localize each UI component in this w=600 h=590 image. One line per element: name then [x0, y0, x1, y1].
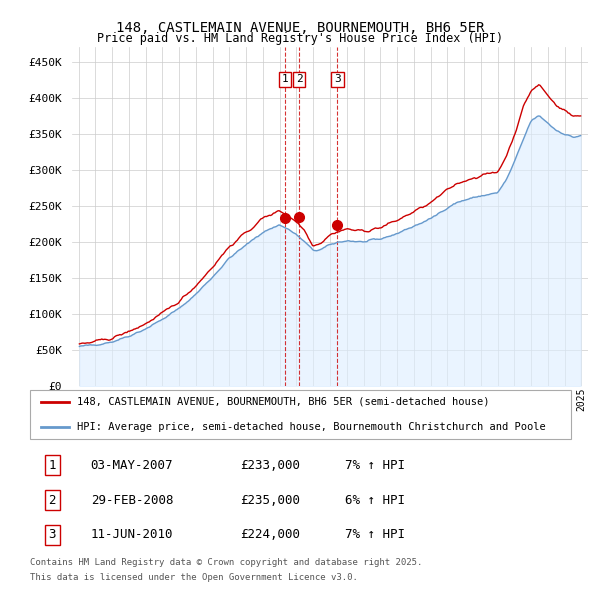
Text: 7% ↑ HPI: 7% ↑ HPI [344, 529, 404, 542]
Text: 2: 2 [296, 74, 302, 84]
Text: Price paid vs. HM Land Registry's House Price Index (HPI): Price paid vs. HM Land Registry's House … [97, 32, 503, 45]
Text: 7% ↑ HPI: 7% ↑ HPI [344, 458, 404, 471]
Text: 2: 2 [49, 493, 56, 507]
Text: Contains HM Land Registry data © Crown copyright and database right 2025.: Contains HM Land Registry data © Crown c… [30, 558, 422, 566]
Text: 29-FEB-2008: 29-FEB-2008 [91, 493, 173, 507]
Text: £235,000: £235,000 [240, 493, 300, 507]
Text: 148, CASTLEMAIN AVENUE, BOURNEMOUTH, BH6 5ER (semi-detached house): 148, CASTLEMAIN AVENUE, BOURNEMOUTH, BH6… [77, 397, 490, 407]
Text: HPI: Average price, semi-detached house, Bournemouth Christchurch and Poole: HPI: Average price, semi-detached house,… [77, 422, 545, 432]
Text: £233,000: £233,000 [240, 458, 300, 471]
Text: £224,000: £224,000 [240, 529, 300, 542]
Text: 148, CASTLEMAIN AVENUE, BOURNEMOUTH, BH6 5ER: 148, CASTLEMAIN AVENUE, BOURNEMOUTH, BH6… [116, 21, 484, 35]
Text: 3: 3 [49, 529, 56, 542]
Text: 6% ↑ HPI: 6% ↑ HPI [344, 493, 404, 507]
FancyBboxPatch shape [30, 391, 571, 438]
Text: 11-JUN-2010: 11-JUN-2010 [91, 529, 173, 542]
Text: This data is licensed under the Open Government Licence v3.0.: This data is licensed under the Open Gov… [30, 573, 358, 582]
Text: 1: 1 [282, 74, 289, 84]
Text: 03-MAY-2007: 03-MAY-2007 [91, 458, 173, 471]
Text: 3: 3 [334, 74, 341, 84]
Text: 1: 1 [49, 458, 56, 471]
